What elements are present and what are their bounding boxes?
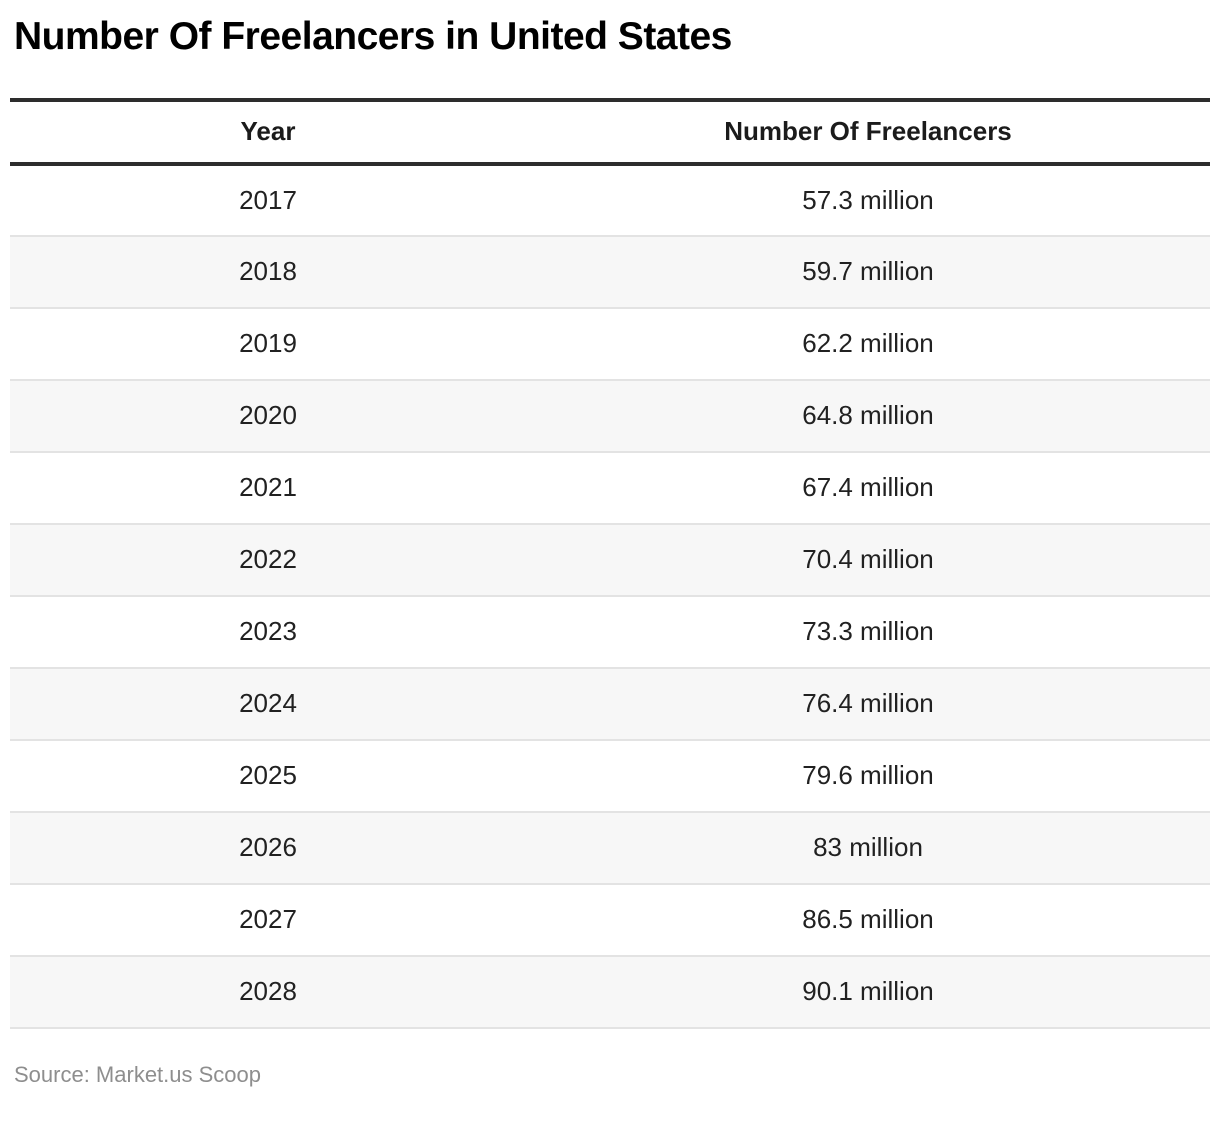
year-cell: 2024 bbox=[239, 688, 297, 719]
table-row: 2017 57.3 million bbox=[10, 164, 1210, 236]
year-cell: 2019 bbox=[239, 328, 297, 359]
source-note: Source: Market.us Scoop bbox=[14, 1061, 262, 1087]
table-row: 2028 90.1 million bbox=[10, 955, 1210, 1028]
table-row: 2022 70.4 million bbox=[10, 523, 1210, 596]
year-cell: 2026 bbox=[239, 832, 297, 863]
freelancers-table: Year Number Of Freelancers 2017 57.3 mil… bbox=[10, 97, 1210, 1029]
value-cell: 57.3 million bbox=[802, 184, 934, 215]
value-cell: 90.1 million bbox=[802, 976, 934, 1007]
year-cell: 2021 bbox=[239, 472, 297, 503]
page-title: Number Of Freelancers in United States bbox=[14, 15, 732, 58]
year-cell: 2018 bbox=[239, 256, 297, 287]
year-cell: 2028 bbox=[239, 976, 297, 1007]
value-cell: 86.5 million bbox=[802, 904, 934, 935]
table-row: 2021 67.4 million bbox=[10, 452, 1210, 524]
year-cell: 2025 bbox=[239, 760, 297, 791]
table-row: 2018 59.7 million bbox=[10, 235, 1210, 308]
column-header-freelancers: Number Of Freelancers bbox=[724, 116, 1012, 147]
table-row: 2019 62.2 million bbox=[10, 308, 1210, 380]
year-cell: 2020 bbox=[239, 400, 297, 431]
value-cell: 64.8 million bbox=[802, 400, 934, 431]
year-cell: 2017 bbox=[239, 184, 297, 215]
table-row: 2026 83 million bbox=[10, 811, 1210, 884]
value-cell: 67.4 million bbox=[802, 472, 934, 503]
value-cell: 59.7 million bbox=[802, 256, 934, 287]
column-header-year: Year bbox=[240, 116, 296, 147]
value-cell: 70.4 million bbox=[802, 544, 934, 575]
value-cell: 73.3 million bbox=[802, 616, 934, 647]
table-row: 2020 64.8 million bbox=[10, 379, 1210, 452]
year-cell: 2027 bbox=[239, 904, 297, 935]
year-cell: 2022 bbox=[239, 544, 297, 575]
value-cell: 76.4 million bbox=[802, 688, 934, 719]
table-row: 2027 86.5 million bbox=[10, 884, 1210, 956]
value-cell: 83 million bbox=[813, 832, 923, 863]
table-body: 2017 57.3 million 2018 59.7 million 2019… bbox=[10, 164, 1210, 1028]
year-cell: 2023 bbox=[239, 616, 297, 647]
table-header-row: Year Number Of Freelancers bbox=[10, 100, 1210, 164]
value-cell: 62.2 million bbox=[802, 328, 934, 359]
table-row: 2024 76.4 million bbox=[10, 667, 1210, 740]
value-cell: 79.6 million bbox=[802, 760, 934, 791]
table-row: 2025 79.6 million bbox=[10, 740, 1210, 812]
table-header: Year Number Of Freelancers bbox=[10, 100, 1210, 164]
table-row: 2023 73.3 million bbox=[10, 596, 1210, 668]
